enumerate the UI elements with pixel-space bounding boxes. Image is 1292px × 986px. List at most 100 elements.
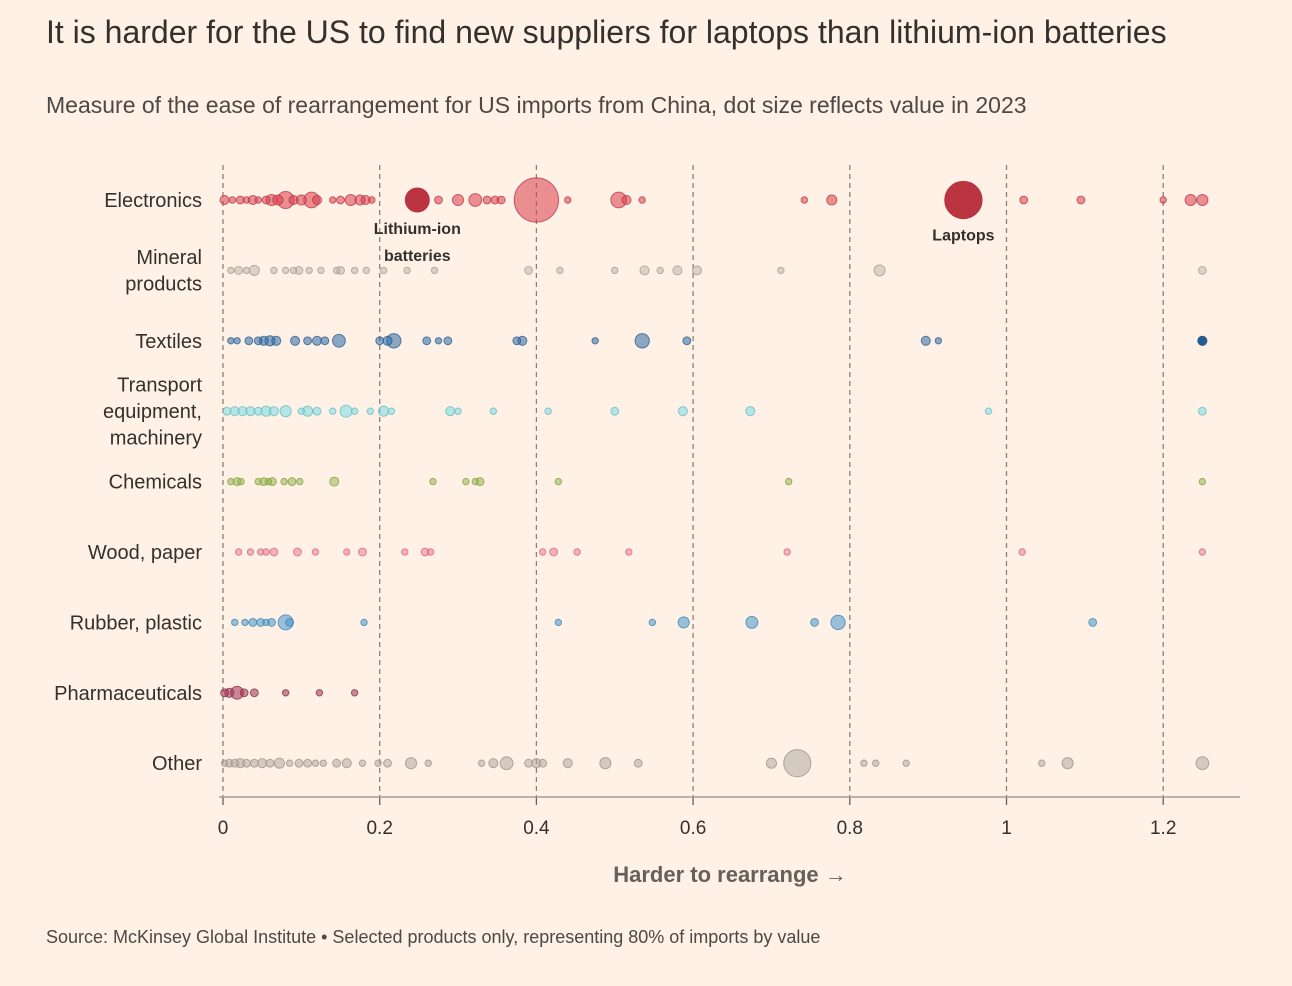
data-point (378, 405, 390, 417)
data-point (625, 548, 633, 556)
data-point (311, 335, 323, 346)
data-point (860, 759, 868, 767)
data-point (328, 407, 337, 415)
data-point (1196, 193, 1209, 207)
data-point (513, 177, 560, 223)
data-point (468, 193, 483, 207)
data-point (784, 477, 793, 486)
data-point (489, 407, 498, 415)
data-point (639, 265, 650, 276)
category-label-line: Mineral (136, 247, 202, 269)
data-point (404, 187, 430, 213)
data-point (477, 759, 486, 767)
chart-area: Electronics Mineral products Textiles Transp… (54, 165, 1240, 887)
data-point (826, 194, 838, 206)
data-point (358, 759, 367, 767)
data-point (265, 758, 275, 768)
data-point (297, 407, 306, 415)
data-point (220, 759, 229, 767)
category-label: Pharmaceuticals (54, 683, 202, 705)
x-axis-label: Harder to rearrange → (613, 862, 847, 887)
category-label-line: Rubber, plastic (70, 612, 202, 634)
category-label-line: Textiles (135, 331, 202, 353)
data-point (984, 407, 993, 415)
x-tick-label: 1 (1001, 818, 1012, 839)
data-point (303, 758, 313, 768)
data-point (677, 616, 690, 629)
data-point (329, 476, 340, 487)
data-point (902, 759, 910, 767)
data-point (262, 618, 270, 627)
x-tick-label: 0.6 (680, 818, 706, 839)
data-point (672, 265, 683, 276)
data-point (634, 333, 650, 349)
gridlines (222, 165, 1164, 797)
data-point (611, 266, 619, 275)
category-label: Other (152, 753, 202, 775)
data-point (319, 759, 327, 767)
data-point (564, 196, 572, 204)
data-point (366, 407, 374, 415)
data-point (293, 547, 302, 557)
data-point (682, 336, 692, 346)
data-point (332, 266, 341, 275)
data-point (375, 336, 385, 346)
category-label-line: products (125, 274, 202, 296)
data-point (227, 337, 235, 345)
data-point (281, 266, 290, 275)
data-point (234, 548, 243, 556)
data-point (249, 688, 259, 698)
x-tick-label: 0.4 (523, 818, 550, 839)
data-point (294, 758, 304, 768)
data-point (810, 617, 819, 627)
data-point (800, 196, 809, 204)
data-point (305, 266, 313, 275)
data-point (554, 618, 563, 627)
data-point (1198, 548, 1207, 556)
data-point (328, 196, 337, 204)
data-point (368, 196, 376, 204)
category-label: Mineral products (125, 247, 202, 296)
data-point (1159, 196, 1167, 204)
data-point (691, 265, 703, 276)
data-point (290, 335, 301, 346)
data-point (262, 548, 270, 556)
data-point (311, 759, 320, 767)
point-annotation: Lithium-ion (374, 221, 461, 238)
data-point (610, 406, 620, 416)
data-point (336, 195, 345, 205)
data-point (1061, 757, 1074, 770)
data-point (434, 195, 443, 205)
data-point (471, 477, 479, 486)
data-point (554, 477, 563, 486)
data-point (1198, 477, 1207, 486)
data-point (253, 406, 263, 416)
data-point (573, 548, 581, 556)
data-point (430, 266, 439, 275)
data-point (544, 407, 552, 415)
data-point (228, 196, 237, 204)
data-point (332, 758, 342, 768)
data-point (424, 759, 432, 767)
category-labels: Electronics Mineral products Textiles Transp… (54, 190, 202, 775)
data-point (422, 336, 432, 346)
data-point (285, 617, 295, 627)
data-point (253, 336, 263, 346)
data-point (496, 195, 506, 205)
data-point (285, 759, 294, 767)
point-annotation: batteries (384, 248, 451, 265)
data-point (254, 196, 262, 204)
data-point (512, 336, 522, 346)
data-point (248, 617, 258, 627)
data-point (452, 193, 465, 207)
data-point (227, 477, 235, 486)
data-point (1184, 193, 1197, 207)
data-point (482, 195, 492, 205)
data-point (765, 757, 778, 769)
data-point (264, 477, 273, 486)
data-point (288, 194, 299, 206)
x-tick-label: 0.8 (837, 818, 863, 839)
data-point (934, 337, 943, 345)
data-point (280, 477, 288, 486)
data-point (556, 266, 564, 275)
